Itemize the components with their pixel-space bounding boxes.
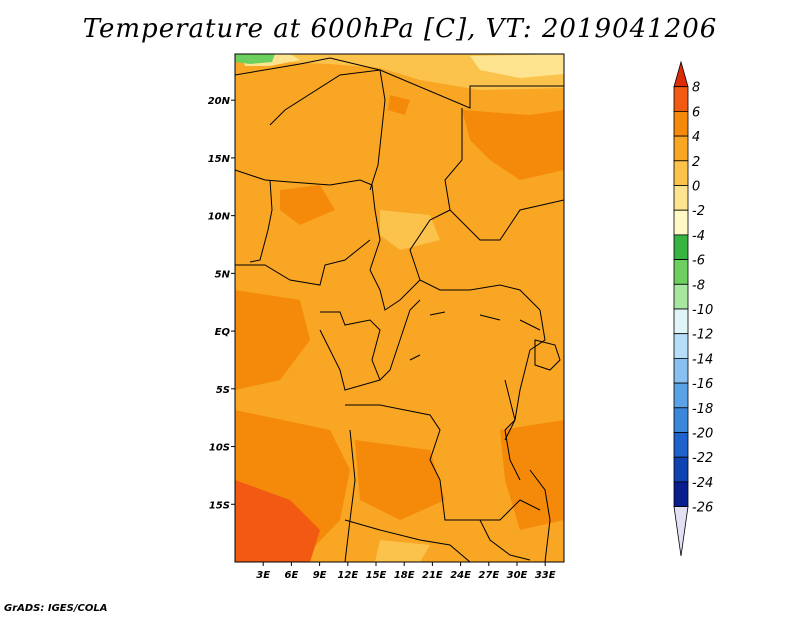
colorbar-swatch [673,481,689,507]
x-tick-label: 27E [478,570,499,581]
field-band-neg2-0-ne [470,54,564,78]
temperature-field [235,54,564,562]
y-tick-label: 10S [209,443,230,454]
y-tick-label: 15N [208,154,231,165]
colorbar-label: -14 [692,352,713,367]
field-band-4-6-east [500,420,564,530]
colorbar-label: -22 [692,451,713,466]
grads-credit: GrADS: IGES/COLA [4,603,108,614]
colorbar-swatch [673,234,689,260]
country-borders [235,57,564,562]
field-band-neg8-neg6 [235,54,275,64]
field-band-4-6-south [355,440,445,520]
colorbar-label: -4 [692,229,705,244]
y-tick-label: 15S [209,500,230,511]
colorbar-label: -10 [692,303,713,318]
x-tick-label: 33E [535,570,556,581]
colorbar-swatch [673,382,689,409]
colorbar-top-arrow [673,60,689,88]
field-band-6-8 [235,480,320,562]
colorbar-label: 4 [692,130,700,145]
colorbar-label: 0 [692,180,700,195]
latitude-axis: 20N 15N 10N 5N EQ 5S 10S 15S [208,96,235,511]
x-tick-label: 18E [394,570,415,581]
field-band-4-6-gulf [235,290,310,390]
colorbar-bottom-arrow [673,506,689,557]
colorbar-swatch [673,308,689,335]
y-tick-label: 20N [208,96,231,107]
colorbar-swatch [673,160,689,186]
colorbar-label: 6 [692,105,700,120]
colorbar-label: -8 [692,278,705,293]
x-tick-label: 21E [422,570,443,581]
x-tick-label: 3E [256,570,270,581]
colorbar-swatch [673,86,689,112]
colorbar-label: 2 [692,155,700,170]
colorbar-swatch [673,209,689,236]
colorbar-swatch [673,357,689,384]
colorbar-swatch [673,407,689,433]
colorbar-swatch [673,185,689,211]
x-tick-label: 9E [313,570,327,581]
x-tick-label: 6E [285,570,299,581]
y-tick-label: 10N [208,212,231,223]
field-band-0-2-south [375,540,430,562]
map-frame [234,53,565,563]
colorbar-swatch [673,259,689,285]
colorbar-label: -20 [692,427,713,442]
y-tick-label: 5S [216,385,230,396]
colorbar-swatch [673,283,689,310]
field-band-0-2-center [380,210,440,250]
colorbar-label: -18 [692,402,713,417]
colorbar-swatch [673,432,689,458]
colorbar-label: -2 [692,204,705,219]
colorbar-swatch [673,135,689,162]
colorbar-swatch [673,111,689,137]
x-tick-label: 30E [507,570,528,581]
colorbar-label: -24 [692,476,713,491]
field-band-4-6-nigeria [280,185,335,225]
longitude-axis: 3E 6E 9E 12E 15E 18E 21E 24E 27E 30E 33E [256,562,556,581]
colorbar-swatch [673,333,689,359]
y-tick-label: 5N [215,269,231,280]
chart-title: Temperature at 600hPa [C], VT: 201904120… [82,14,718,44]
field-band-4-6-chad [388,95,410,115]
colorbar-label: -6 [692,254,705,269]
colorbar-label: -12 [692,328,713,343]
field-band-4-6-ne [462,110,564,180]
x-tick-label: 15E [366,570,387,581]
colorbar-label: 8 [692,81,700,96]
x-tick-label: 12E [337,570,358,581]
colorbar: 8 6 4 2 0 -2 -4 -6 -8 -10 -12 -14 -16 -18 -20 -22 -24 -26 [673,60,713,557]
colorbar-label: -26 [692,501,713,516]
x-tick-label: 24E [450,570,471,581]
y-tick-label: EQ [215,327,231,338]
colorbar-swatch [673,456,689,483]
colorbar-label: -16 [692,377,713,392]
